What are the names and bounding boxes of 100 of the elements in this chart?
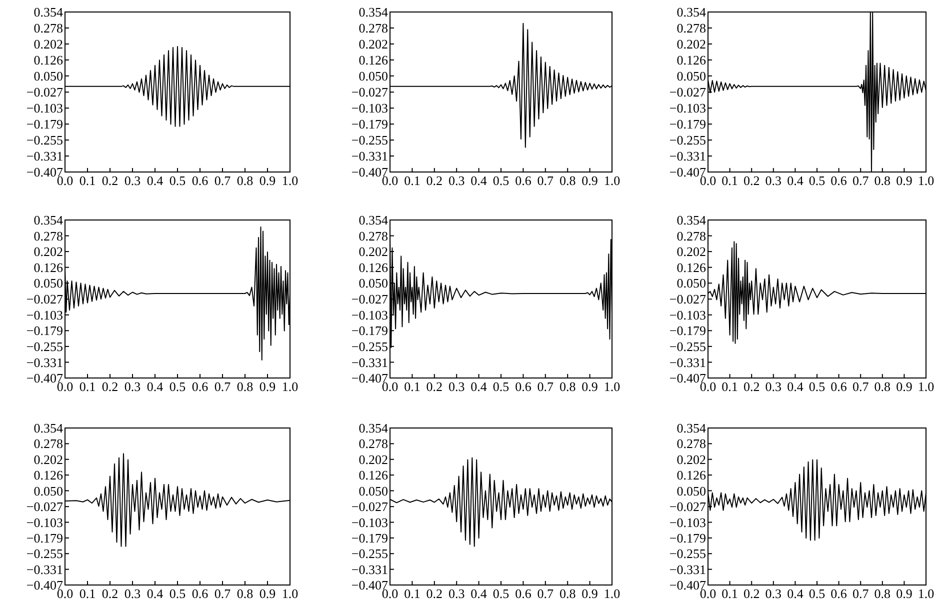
x-tick-label: 0.8 xyxy=(236,173,254,188)
y-tick-label: 0.050 xyxy=(358,68,388,84)
y-tick-label: −0.027 xyxy=(351,499,388,514)
x-tick-label: 1.0 xyxy=(282,173,298,188)
y-tick-label: −0.103 xyxy=(669,514,706,530)
y-tick-label: −0.027 xyxy=(26,84,64,100)
x-tick-label: 0.4 xyxy=(146,173,164,188)
x-tick-label: 0.3 xyxy=(124,586,141,601)
x-tick-label: 0.3 xyxy=(765,379,782,394)
y-tick-label: 0.202 xyxy=(358,36,388,52)
x-tick-label: 1.0 xyxy=(918,586,934,601)
y-tick-label: −0.103 xyxy=(351,514,388,530)
x-tick-label: 0.2 xyxy=(743,586,760,601)
y-tick-label: −0.103 xyxy=(26,514,63,530)
x-tick-label: 0.1 xyxy=(722,173,738,188)
y-tick-label: 0.354 xyxy=(676,4,706,20)
y-tick-label: 0.126 xyxy=(676,52,706,68)
x-tick-label: 0.9 xyxy=(582,586,598,601)
y-tick-label: 0.126 xyxy=(676,468,706,483)
x-tick-label: 0.5 xyxy=(492,379,510,394)
y-tick-label: 0.050 xyxy=(676,68,706,84)
x-tick-label: 0.2 xyxy=(743,173,760,188)
y-tick-label: −0.179 xyxy=(26,323,63,338)
y-tick-label: 0.202 xyxy=(34,36,63,52)
y-tick-label: 0.202 xyxy=(676,244,706,260)
x-tick-label: 0.6 xyxy=(515,586,532,601)
y-tick-label: −0.331 xyxy=(26,148,63,164)
x-tick-label: 0.7 xyxy=(537,586,554,601)
y-tick-label: −0.255 xyxy=(26,546,63,562)
y-tick-label: 0.354 xyxy=(676,212,706,228)
x-tick-label: 0.5 xyxy=(169,379,186,394)
x-tick-label: 0.1 xyxy=(404,586,420,601)
x-tick-label: 0.4 xyxy=(787,586,804,601)
y-tick-label: −0.179 xyxy=(351,530,388,546)
y-tick-label: −0.103 xyxy=(669,100,706,116)
y-tick-label: −0.255 xyxy=(351,338,388,354)
x-tick-label: 0.3 xyxy=(448,586,465,601)
x-tick-label: 0.3 xyxy=(448,379,465,394)
x-tick-label: 0.8 xyxy=(236,586,254,601)
x-tick-label: 0.6 xyxy=(192,586,209,601)
y-tick-label: 0.050 xyxy=(358,483,388,498)
y-tick-label: 0.126 xyxy=(358,468,388,483)
x-tick-label: 0.7 xyxy=(214,173,232,188)
x-tick-label: 0.6 xyxy=(515,173,532,188)
x-tick-label: 0.9 xyxy=(896,173,912,188)
y-tick-label: −0.179 xyxy=(669,323,706,338)
y-tick-label: 0.354 xyxy=(34,420,64,436)
y-tick-label: −0.103 xyxy=(669,307,706,322)
x-tick-label: 0.1 xyxy=(722,379,738,394)
y-tick-label: 0.050 xyxy=(34,276,63,291)
y-tick-label: −0.179 xyxy=(669,116,706,132)
y-tick-label: −0.331 xyxy=(669,562,706,577)
x-tick-label: 0.4 xyxy=(146,379,164,394)
y-tick-label: 0.354 xyxy=(676,420,706,436)
y-tick-label: −0.331 xyxy=(351,148,388,164)
x-tick-label: 1.0 xyxy=(282,379,298,394)
y-tick-label: −0.255 xyxy=(669,338,706,354)
x-tick-label: 0.1 xyxy=(79,173,96,188)
y-tick-label: −0.179 xyxy=(26,530,63,546)
y-tick-label: 0.278 xyxy=(34,436,63,452)
y-tick-label: 0.278 xyxy=(34,20,63,36)
x-tick-label: 0.7 xyxy=(852,586,870,601)
x-tick-label: 0.7 xyxy=(852,173,870,188)
y-tick-label: −0.255 xyxy=(26,338,63,354)
x-tick-label: 0.4 xyxy=(470,173,488,188)
x-tick-label: 0.8 xyxy=(559,586,576,601)
y-tick-label: 0.202 xyxy=(358,244,388,260)
y-tick-label: 0.050 xyxy=(34,68,63,84)
y-tick-label: −0.179 xyxy=(669,530,706,546)
x-tick-label: 1.0 xyxy=(604,173,620,188)
x-tick-label: 0.3 xyxy=(124,173,141,188)
y-tick-label: 0.202 xyxy=(34,452,63,467)
x-tick-label: 0.4 xyxy=(470,586,488,601)
x-tick-label: 0.6 xyxy=(192,173,209,188)
y-tick-label: −0.027 xyxy=(669,292,706,307)
x-tick-label: 0.9 xyxy=(259,379,276,394)
y-tick-label: 0.202 xyxy=(676,36,706,52)
y-tick-label: 0.202 xyxy=(358,452,388,467)
y-tick-label: 0.050 xyxy=(358,276,388,291)
y-tick-label: −0.331 xyxy=(351,562,388,577)
x-tick-label: 0.2 xyxy=(102,173,118,188)
x-tick-label: 0.1 xyxy=(404,173,420,188)
x-tick-label: 0.5 xyxy=(808,586,826,601)
y-tick-label: 0.050 xyxy=(676,276,706,291)
x-tick-label: 0.7 xyxy=(537,173,554,188)
x-tick-label: 0.6 xyxy=(192,379,209,394)
y-tick-label: −0.103 xyxy=(26,100,63,116)
y-tick-label: −0.331 xyxy=(26,562,63,577)
y-tick-label: 0.050 xyxy=(676,483,706,498)
x-tick-label: 0.5 xyxy=(169,173,186,188)
x-tick-label: 0.4 xyxy=(146,586,164,601)
y-tick-label: 0.278 xyxy=(358,20,388,36)
y-tick-label: −0.255 xyxy=(351,132,388,148)
y-tick-label: 0.354 xyxy=(358,4,388,20)
y-tick-label: −0.331 xyxy=(669,354,706,370)
x-tick-label: 0.8 xyxy=(559,173,576,188)
x-tick-label: 0.9 xyxy=(896,379,912,394)
y-tick-label: 0.278 xyxy=(34,228,63,244)
x-tick-label: 0.8 xyxy=(874,586,891,601)
y-tick-label: 0.202 xyxy=(34,244,63,260)
